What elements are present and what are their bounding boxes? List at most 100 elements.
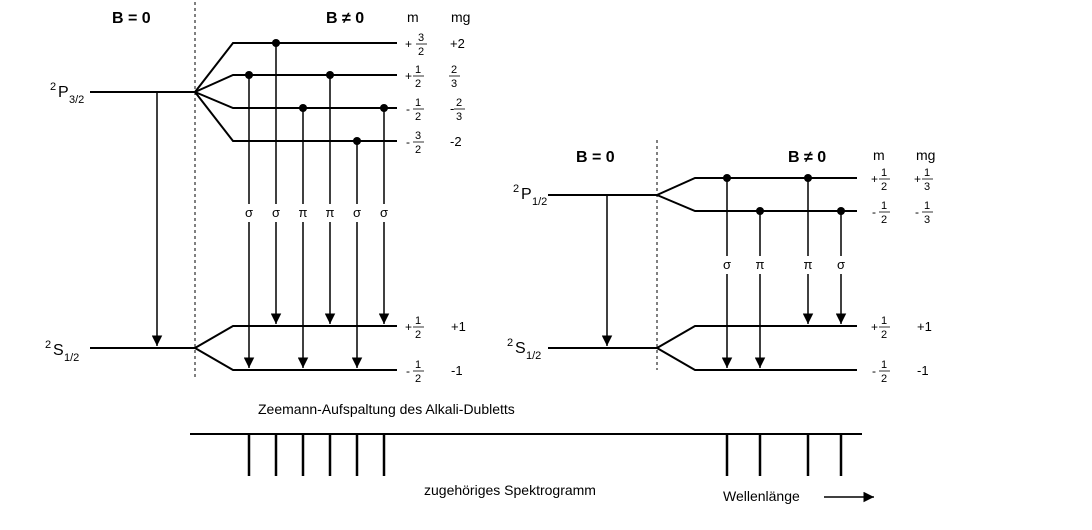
left-m-plus-1-2: + 1 2 <box>405 64 424 90</box>
right-label-3: π <box>804 257 813 272</box>
svg-text:1: 1 <box>881 167 887 179</box>
svg-text:2: 2 <box>881 214 887 226</box>
right-m-minus-1-2: - 1 2 <box>872 200 890 226</box>
svg-text:-: - <box>450 101 454 116</box>
right-upper-m-values: + 1 2 - 1 2 <box>871 167 890 226</box>
left-mg-minus-1: -1 <box>451 363 463 378</box>
left-mg-minus-2-3: - 2 3 <box>450 97 465 123</box>
svg-text:-: - <box>406 135 410 149</box>
left-col-m: m <box>407 9 419 25</box>
left-m-minus-3-2: - 3 2 <box>406 130 424 156</box>
left-mg-minus-2: -2 <box>450 134 462 149</box>
svg-text:3: 3 <box>418 32 424 44</box>
svg-text:+: + <box>405 37 412 51</box>
right-transitions <box>721 178 847 368</box>
svg-text:2: 2 <box>456 97 462 109</box>
right-upper-mg-values: + 1 3 - 1 3 <box>914 167 933 226</box>
left-col-mg: mg <box>451 9 470 25</box>
left-mg-2-3: 2 3 <box>449 64 460 90</box>
left-lower-m-minus-1-2: - 1 2 <box>406 359 424 385</box>
svg-text:-: - <box>406 102 410 116</box>
right-m-plus-1-2: + 1 2 <box>871 167 890 193</box>
right-transition-labels: σ π π σ <box>723 257 845 272</box>
svg-text:2: 2 <box>415 373 421 385</box>
left-mg-plus-1: +1 <box>451 319 466 334</box>
svg-text:+: + <box>914 172 921 186</box>
right-transition-dots <box>723 174 845 215</box>
spectral-lines <box>247 434 843 476</box>
svg-text:+: + <box>871 320 878 334</box>
left-m-plus-3-2: + 3 2 <box>405 32 427 58</box>
left-upper-m-values: + 3 2 + 1 2 - 1 2 - 3 2 <box>405 32 427 156</box>
svg-text:2: 2 <box>451 64 457 76</box>
left-lower-m-values: + 1 2 - 1 2 <box>405 315 424 385</box>
svg-text:2: 2 <box>881 373 887 385</box>
svg-text:-: - <box>915 205 919 219</box>
right-label-1: σ <box>723 257 731 272</box>
left-label-5: σ <box>353 205 361 220</box>
svg-text:2: 2 <box>415 329 421 341</box>
svg-text:1: 1 <box>415 315 421 327</box>
right-mg-minus-1: -1 <box>917 363 929 378</box>
left-transitions <box>243 43 390 368</box>
svg-text:+: + <box>405 320 412 334</box>
left-lower-term: 2 S1/2 <box>45 339 79 364</box>
left-label-4: π <box>326 205 335 220</box>
svg-text:2: 2 <box>415 111 421 123</box>
right-col-m: m <box>873 147 885 163</box>
left-lower-split <box>194 325 397 371</box>
svg-text:1: 1 <box>415 64 421 76</box>
svg-text:2: 2 <box>415 144 421 156</box>
right-mg-plus-1-3: + 1 3 <box>914 167 933 193</box>
right-upper-split <box>656 177 857 212</box>
left-header-b0: B = 0 <box>112 10 151 27</box>
svg-text:-: - <box>406 364 410 378</box>
svg-text:2: 2 <box>881 329 887 341</box>
left-label-6: σ <box>380 205 388 220</box>
svg-text:2: 2 <box>418 46 424 58</box>
left-transition-labels: σ σ π π σ σ <box>245 205 388 220</box>
spectrogram-label: zugehöriges Spektrogramm <box>424 482 596 498</box>
left-header-bne0: B ≠ 0 <box>326 10 364 27</box>
left-label-3: π <box>299 205 308 220</box>
right-lower-m-plus-1-2: + 1 2 <box>871 315 890 341</box>
svg-text:1: 1 <box>415 359 421 371</box>
left-lower-m-plus-1-2: + 1 2 <box>405 315 424 341</box>
right-mg-plus-1: +1 <box>917 319 932 334</box>
left-upper-term: 2 P3/2 <box>50 81 84 106</box>
svg-text:3: 3 <box>924 214 930 226</box>
right-upper-term: 2 P1/2 <box>513 183 547 208</box>
svg-text:-: - <box>872 364 876 378</box>
right-mg-minus-1-3: - 1 3 <box>915 200 933 226</box>
svg-text:3: 3 <box>451 78 457 90</box>
left-upper-split <box>194 42 397 142</box>
svg-text:3: 3 <box>924 181 930 193</box>
right-lower-m-minus-1-2: - 1 2 <box>872 359 890 385</box>
right-header-b0: B = 0 <box>576 149 615 166</box>
left-m-minus-1-2: - 1 2 <box>406 97 424 123</box>
right-header-bne0: B ≠ 0 <box>788 149 826 166</box>
right-col-mg: mg <box>916 147 935 163</box>
svg-text:+: + <box>405 69 412 83</box>
svg-text:1: 1 <box>881 200 887 212</box>
right-label-2: π <box>756 257 765 272</box>
svg-text:3: 3 <box>415 130 421 142</box>
right-label-4: σ <box>837 257 845 272</box>
diagram-caption: Zeemann-Aufspaltung des Alkali-Dubletts <box>258 401 515 417</box>
svg-text:1: 1 <box>924 167 930 179</box>
svg-text:-: - <box>872 205 876 219</box>
svg-text:1: 1 <box>881 315 887 327</box>
left-upper-mg-values: +2 2 3 - 2 3 -2 <box>449 36 465 149</box>
left-label-2: σ <box>272 205 280 220</box>
svg-text:1: 1 <box>415 97 421 109</box>
left-transition-dots <box>245 39 388 145</box>
svg-text:2: 2 <box>415 78 421 90</box>
wavelength-label: Wellenlänge <box>723 488 800 504</box>
left-label-1: σ <box>245 205 253 220</box>
svg-text:+: + <box>871 172 878 186</box>
svg-text:1: 1 <box>881 359 887 371</box>
left-mg-plus-2: +2 <box>450 36 465 51</box>
right-lower-split <box>656 325 857 371</box>
right-lower-m-values: + 1 2 - 1 2 <box>871 315 890 385</box>
